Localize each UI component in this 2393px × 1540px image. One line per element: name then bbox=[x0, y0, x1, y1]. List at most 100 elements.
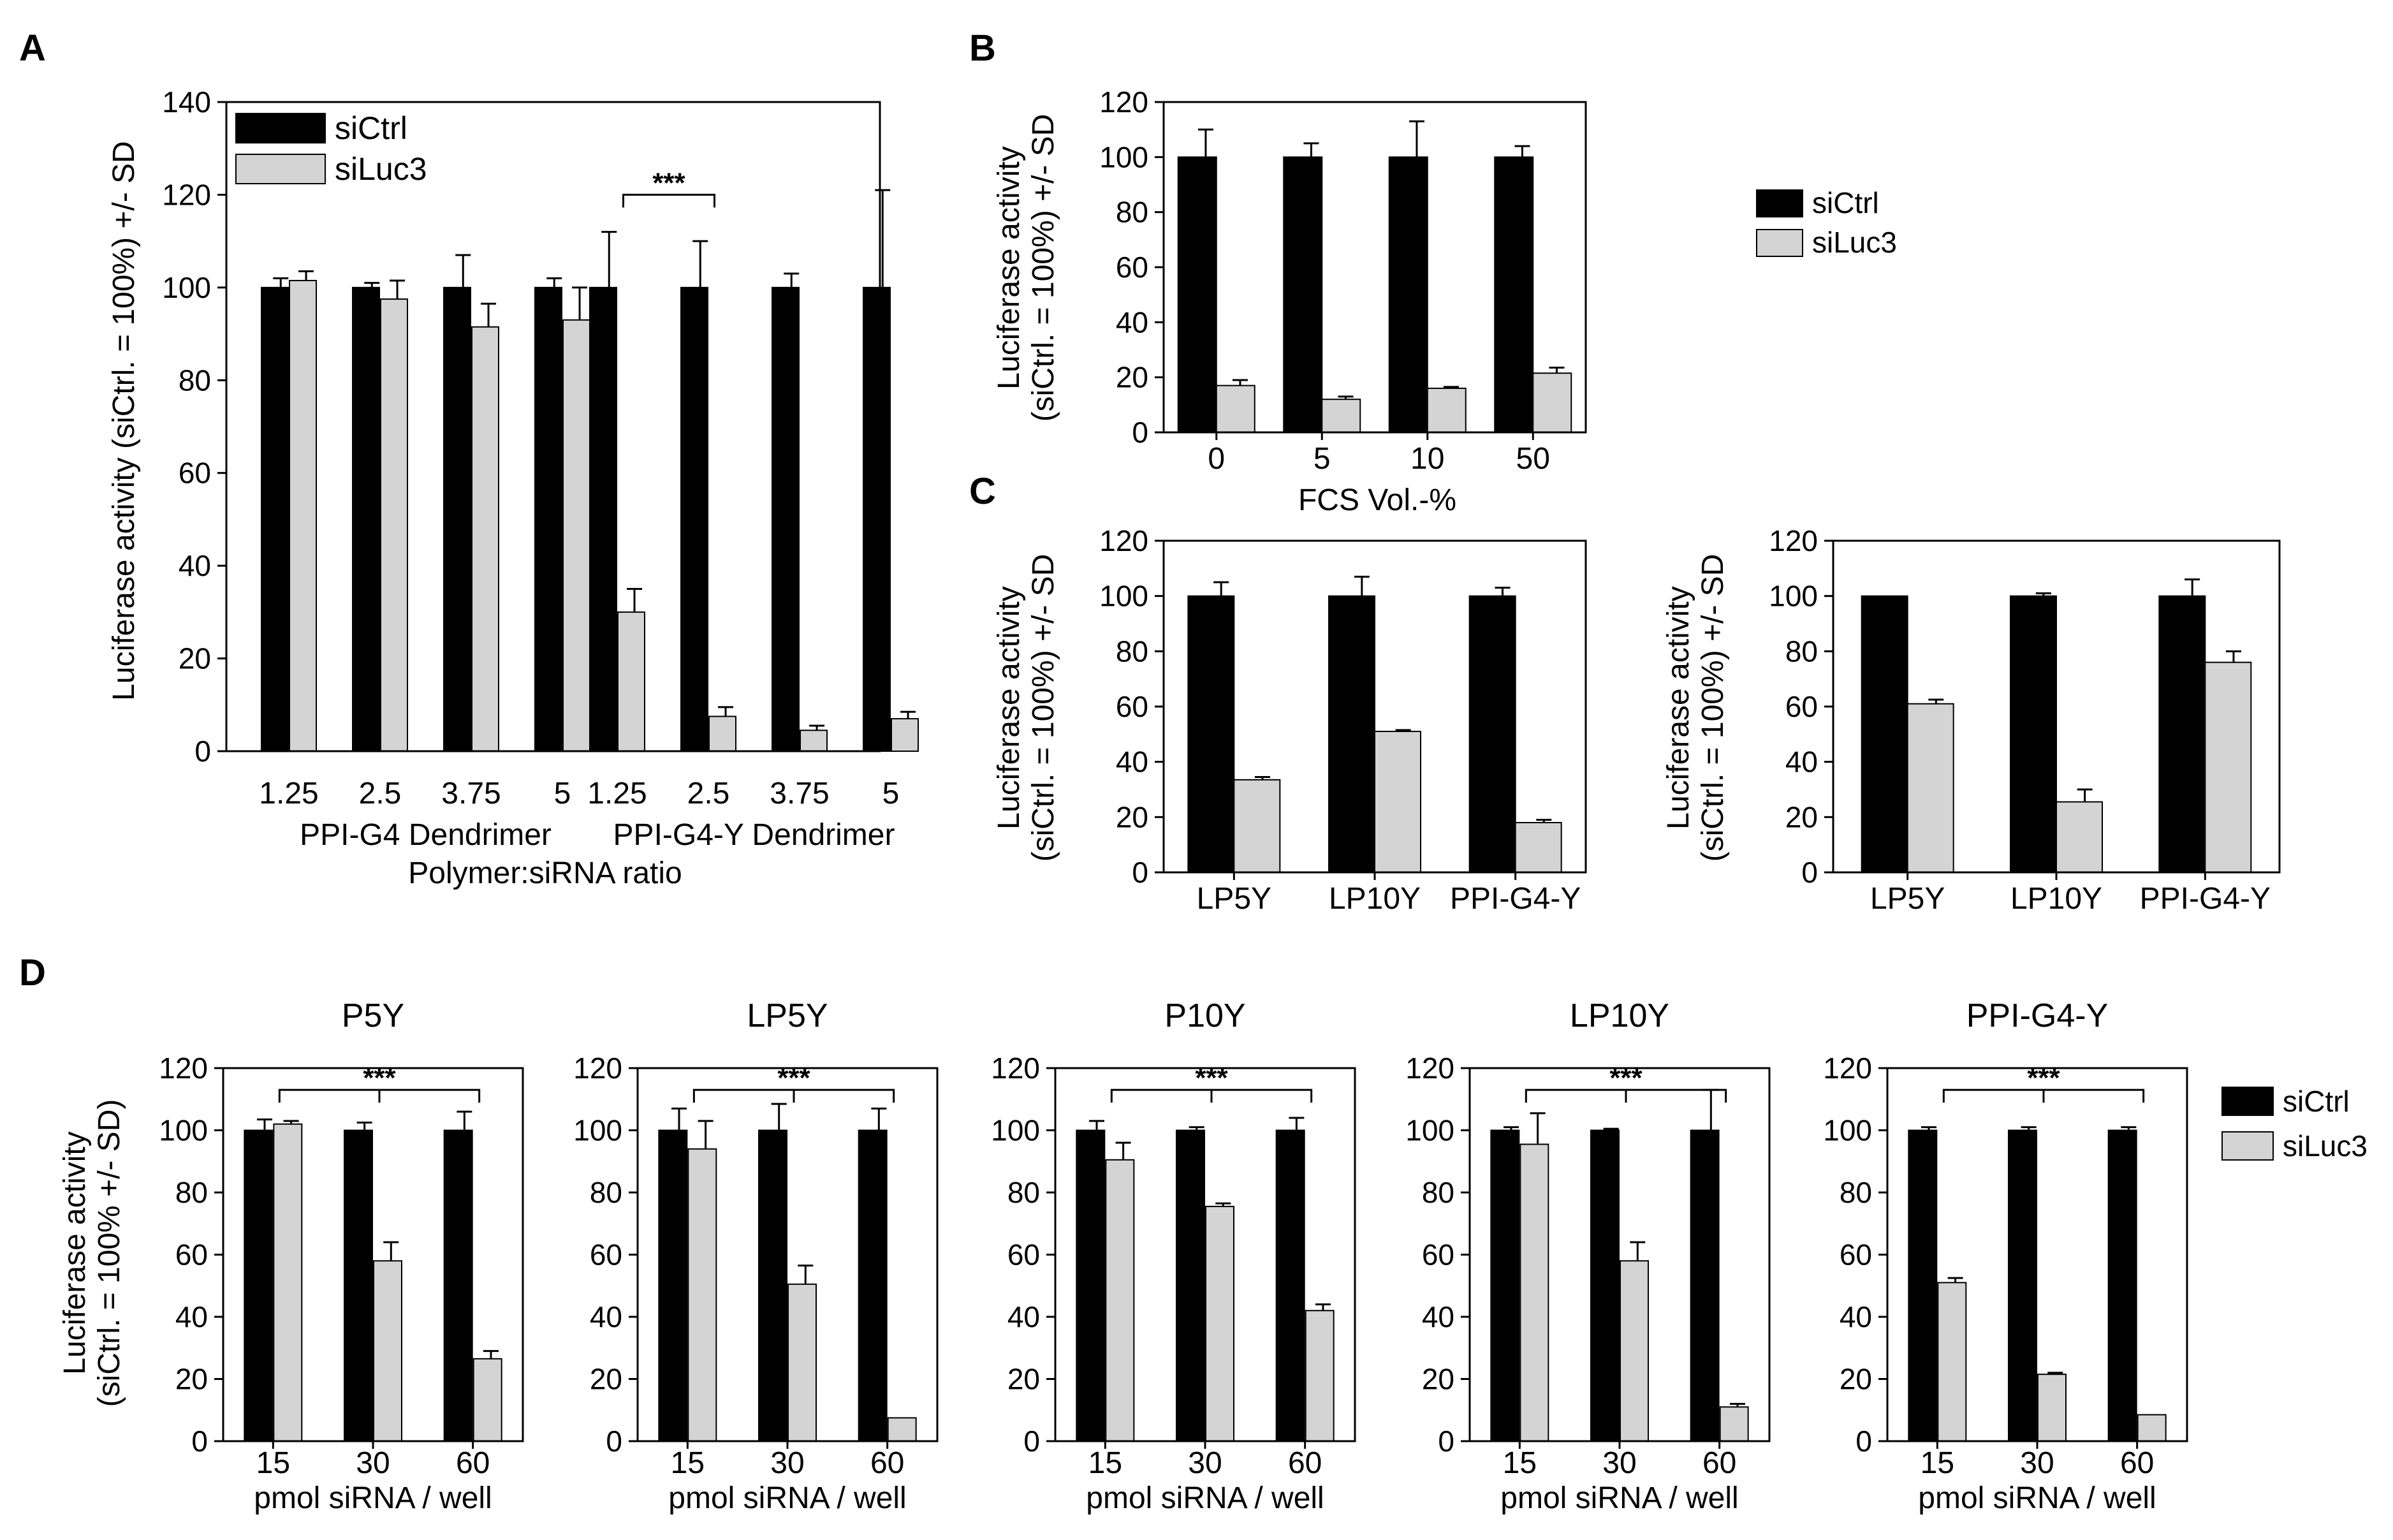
significance-label: *** bbox=[1609, 1062, 1643, 1094]
x-axis-label: pmol siRNA / well bbox=[1086, 1481, 1324, 1515]
bar-sictrl-2 bbox=[858, 1129, 888, 1442]
y-tick-label: 60 bbox=[1116, 690, 1148, 723]
y-tick-label: 100 bbox=[159, 1114, 208, 1147]
category-label: 10 bbox=[1410, 442, 1444, 476]
y-tick-label: 20 bbox=[1422, 1363, 1454, 1396]
category-label: 0 bbox=[1208, 442, 1225, 476]
y-tick-label: 60 bbox=[179, 457, 211, 490]
y-tick-label: 120 bbox=[1823, 1052, 1872, 1085]
category-label: 3.75 bbox=[770, 777, 829, 810]
bar-siluc3-2 bbox=[1514, 822, 1562, 873]
bar-sictrl-1 bbox=[2008, 1129, 2037, 1442]
bar-sictrl-0 bbox=[261, 286, 289, 752]
chart-title: P10Y bbox=[1164, 997, 1245, 1034]
y-tick-label: 80 bbox=[1007, 1176, 1040, 1209]
bar-sictrl-2 bbox=[1275, 1129, 1305, 1442]
y-tick-label: 0 bbox=[1132, 416, 1148, 449]
y-tick-label: 40 bbox=[179, 549, 211, 582]
bar-sictrl-3 bbox=[534, 286, 562, 752]
y-tick-label: 0 bbox=[194, 735, 211, 768]
y-tick-label: 20 bbox=[179, 642, 211, 675]
group-label: PPI-G4 Dendrimer bbox=[300, 818, 552, 852]
y-tick-label: 100 bbox=[1099, 140, 1148, 173]
y-tick-label: 40 bbox=[1116, 745, 1148, 779]
category-label: 1.25 bbox=[587, 777, 647, 810]
y-tick-label: 40 bbox=[1007, 1300, 1040, 1333]
category-label: 60 bbox=[1288, 1446, 1322, 1480]
bar-sictrl-0 bbox=[1177, 156, 1217, 433]
y-tick-label: 60 bbox=[1840, 1238, 1872, 1272]
bar-siluc3-1 bbox=[1620, 1260, 1649, 1442]
significance-label: *** bbox=[777, 1062, 810, 1094]
bar-siluc3-0 bbox=[1215, 385, 1255, 433]
bar-siluc3-1 bbox=[787, 1283, 817, 1442]
y-axis-label: (siCtrl. = 100% +/- SD) bbox=[92, 1099, 126, 1407]
y-tick-label: 20 bbox=[175, 1363, 208, 1396]
bar-siluc3-4 bbox=[617, 611, 645, 752]
legend-label-sictrl: siCtrl bbox=[2283, 1085, 2350, 1118]
bar-sictrl-0 bbox=[1076, 1129, 1106, 1442]
bar-siluc3-3 bbox=[562, 319, 590, 752]
y-tick-label: 20 bbox=[1116, 800, 1148, 833]
legend-label-siluc3: siLuc3 bbox=[335, 151, 427, 187]
bar-siluc3-7 bbox=[891, 718, 919, 752]
bar-siluc3-2 bbox=[2204, 661, 2252, 873]
bar-sictrl-1 bbox=[758, 1129, 787, 1442]
category-label: LP10Y bbox=[2010, 882, 2102, 916]
y-tick-label: 40 bbox=[590, 1300, 622, 1333]
category-label: 5 bbox=[554, 777, 571, 810]
y-tick-label: 80 bbox=[1840, 1176, 1872, 1209]
x-axis-label: Polymer:siRNA ratio bbox=[408, 856, 682, 890]
bar-siluc3-2 bbox=[1719, 1406, 1749, 1442]
y-axis-label: Luciferase activity bbox=[992, 146, 1026, 390]
y-tick-label: 40 bbox=[1785, 745, 1818, 779]
bar-siluc3-1 bbox=[380, 298, 408, 752]
category-label: 30 bbox=[356, 1446, 390, 1480]
y-tick-label: 80 bbox=[1116, 634, 1148, 668]
bar-siluc3-1 bbox=[1374, 731, 1421, 873]
category-label: 3.75 bbox=[441, 777, 501, 810]
category-label: 15 bbox=[671, 1446, 705, 1480]
group-label: PPI-G4-Y Dendrimer bbox=[613, 818, 895, 852]
y-tick-label: 80 bbox=[1785, 634, 1818, 668]
y-tick-label: 40 bbox=[1840, 1300, 1872, 1333]
bar-sictrl-0 bbox=[1861, 595, 1908, 874]
category-label: 2.5 bbox=[687, 777, 730, 810]
bar-sictrl-2 bbox=[2158, 595, 2206, 874]
legend-D: siCtrl siLuc3 bbox=[2221, 1085, 2367, 1162]
y-tick-label: 40 bbox=[1422, 1300, 1454, 1333]
significance-label: *** bbox=[2027, 1062, 2060, 1094]
y-axis-label: Luciferase activity bbox=[992, 586, 1026, 830]
y-tick-label: 60 bbox=[1785, 690, 1818, 723]
category-label: LP5Y bbox=[1197, 882, 1271, 916]
legend-swatch-siluc3 bbox=[1756, 229, 1803, 257]
significance-label: *** bbox=[363, 1062, 396, 1094]
category-label: 5 bbox=[1314, 442, 1331, 476]
bar-sictrl-0 bbox=[244, 1129, 274, 1442]
bar-sictrl-1 bbox=[352, 286, 380, 752]
category-label: 15 bbox=[1088, 1446, 1122, 1480]
bar-sictrl-1 bbox=[2010, 595, 2057, 874]
category-label: 15 bbox=[1921, 1446, 1954, 1480]
category-label: 60 bbox=[456, 1446, 490, 1480]
y-tick-label: 20 bbox=[1116, 361, 1148, 394]
category-label: LP10Y bbox=[1329, 882, 1421, 916]
y-tick-label: 100 bbox=[1405, 1114, 1454, 1147]
legend-swatch-siluc3 bbox=[2221, 1131, 2274, 1161]
y-tick-label: 100 bbox=[573, 1114, 622, 1147]
y-tick-label: 120 bbox=[1099, 524, 1148, 557]
category-label: 30 bbox=[2020, 1446, 2054, 1480]
category-label: 60 bbox=[2120, 1446, 2154, 1480]
y-tick-label: 120 bbox=[573, 1052, 622, 1085]
legend-swatch-siluc3 bbox=[235, 154, 326, 184]
chart-title: P5Y bbox=[342, 997, 404, 1034]
y-tick-label: 80 bbox=[179, 363, 211, 397]
y-tick-label: 100 bbox=[1099, 580, 1148, 613]
y-tick-label: 40 bbox=[1116, 305, 1148, 339]
chart-title: LP10Y bbox=[1570, 997, 1669, 1034]
y-tick-label: 120 bbox=[1769, 524, 1818, 557]
bar-sictrl-2 bbox=[443, 1129, 473, 1442]
